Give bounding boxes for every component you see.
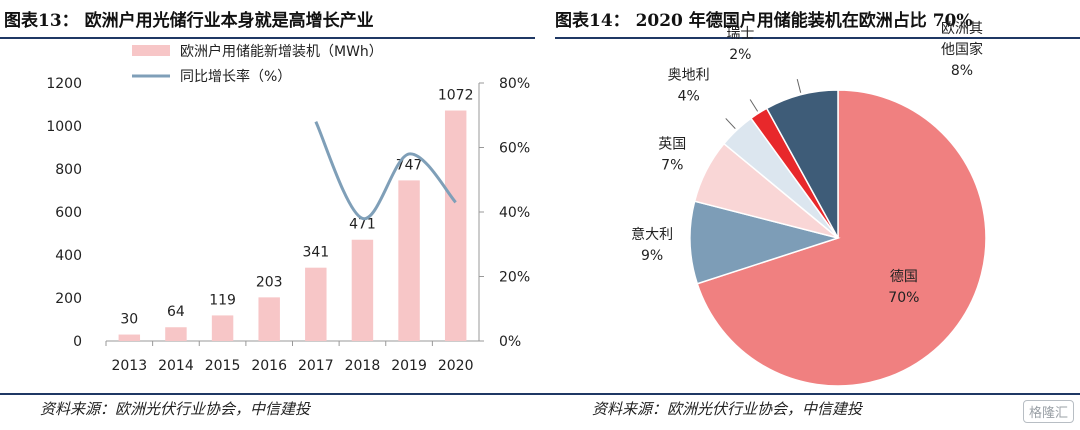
- pie-value-label: 9%: [641, 248, 663, 264]
- pie-slice-德国: [696, 89, 987, 387]
- bar-data-label: 64: [167, 304, 185, 320]
- bar-data-label: 471: [349, 217, 376, 233]
- pie-slice-欧洲其他国家: [765, 89, 839, 239]
- x-tick-label: 2013: [111, 358, 147, 374]
- x-tick-label: 2019: [391, 358, 427, 374]
- growth-rate-line: [314, 121, 457, 220]
- x-tick-label: 2014: [158, 358, 194, 374]
- pie-leader-line: [749, 99, 759, 112]
- pie-category-label: 奥地利: [668, 66, 710, 83]
- legend-label-bar: 欧洲户用储能新增装机（MWh）: [180, 43, 383, 60]
- pie-value-label: 7%: [661, 158, 683, 174]
- x-tick-label: 2016: [251, 358, 287, 374]
- bar-line-chart: 0 200 400 600 800 1000 1200 0% 20% 40% 60% 80% 30 201…: [46, 43, 530, 374]
- bar-data-label: 341: [302, 245, 329, 261]
- pie-value-label: 4%: [678, 88, 700, 104]
- footer-rule: [0, 393, 1080, 395]
- y-tick-label: 1200: [46, 76, 82, 92]
- y-tick-label: 400: [55, 248, 82, 264]
- bar-2020: [444, 110, 467, 342]
- pie-leader-line: [796, 79, 802, 93]
- pie-value-label: 8%: [951, 63, 973, 79]
- bar-2013: [118, 334, 141, 341]
- left-figure-title: 图表13： 欧洲户用光储行业本身就是高增长产业: [4, 11, 374, 31]
- y-tick-label: 800: [55, 162, 82, 178]
- y-tick-label: 0: [73, 334, 82, 350]
- right-title-rule: [555, 37, 1080, 39]
- left-source-note: 资料来源：欧洲光伏行业协会，中信建投: [40, 400, 311, 418]
- watermark-logo: 格隆汇: [1022, 400, 1074, 423]
- bar-data-label: 119: [209, 292, 236, 308]
- pie-value-label: 70%: [888, 290, 919, 306]
- y-tick-label: 600: [55, 205, 82, 221]
- y2-tick-label: 60%: [499, 141, 530, 157]
- bar-data-label: 747: [396, 157, 423, 173]
- right-figure-title: 图表14： 2020 年德国户用储能装机在欧洲占比 70%: [555, 11, 973, 31]
- y2-tick-label: 40%: [499, 205, 530, 221]
- y-tick-label: 200: [55, 291, 82, 307]
- pie-category-label: 他国家: [941, 41, 983, 58]
- pie-leader-line: [725, 118, 736, 129]
- pie-category-label: 意大利: [631, 226, 673, 243]
- legend-swatch-bar: [132, 45, 170, 56]
- bar-2018: [351, 239, 374, 341]
- bar-data-label: 203: [256, 274, 283, 290]
- bar-data-label: 1072: [438, 88, 474, 104]
- bar-data-label: 30: [120, 312, 138, 328]
- bar-2016: [258, 297, 280, 341]
- pie-category-label: 瑞士: [726, 26, 754, 42]
- x-tick-label: 2018: [345, 358, 381, 374]
- x-tick-label: 2017: [298, 358, 334, 374]
- legend-label-line: 同比增长率（%）: [180, 68, 291, 85]
- x-tick-label: 2020: [438, 358, 474, 374]
- pie-category-label: 欧洲其: [941, 21, 983, 37]
- x-tick-label: 2015: [205, 358, 241, 374]
- bar-2014: [165, 327, 187, 341]
- bar-2017: [305, 267, 327, 341]
- y-tick-label: 1000: [46, 119, 82, 135]
- bar-2019: [398, 180, 420, 341]
- pie-slice-意大利: [689, 200, 841, 285]
- pie-value-label: 2%: [729, 47, 751, 63]
- bar-2015: [211, 315, 234, 341]
- y2-tick-label: 80%: [499, 76, 530, 92]
- pie-category-label: 德国: [890, 269, 918, 285]
- left-title-rule: [0, 37, 535, 39]
- y2-tick-label: 20%: [499, 270, 530, 286]
- pie-category-label: 英国: [658, 136, 686, 153]
- y2-tick-label: 0%: [499, 334, 521, 350]
- right-source-note: 资料来源：欧洲光伏行业协会，中信建投: [592, 400, 863, 418]
